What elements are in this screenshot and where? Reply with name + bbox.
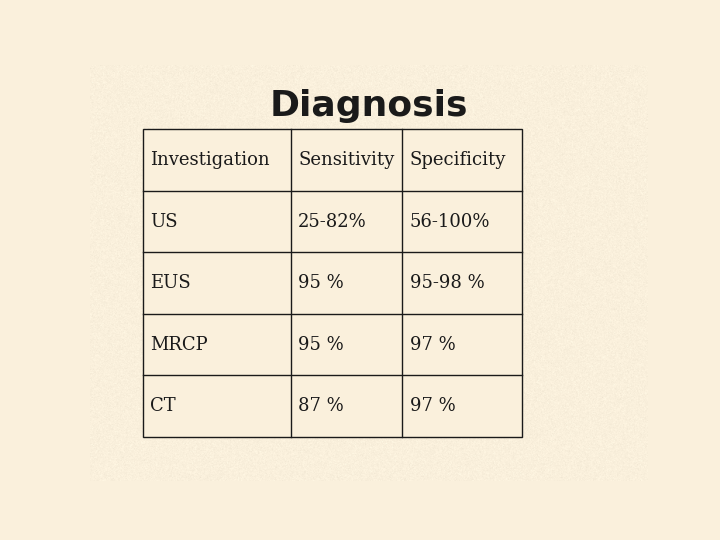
- Bar: [143, 129, 523, 437]
- Text: Diagnosis: Diagnosis: [270, 90, 468, 123]
- Text: 87 %: 87 %: [298, 397, 344, 415]
- Text: 95 %: 95 %: [298, 336, 344, 354]
- Text: 95 %: 95 %: [298, 274, 344, 292]
- Text: Investigation: Investigation: [150, 151, 270, 169]
- Text: Sensitivity: Sensitivity: [298, 151, 395, 169]
- Text: CT: CT: [150, 397, 176, 415]
- Text: US: US: [150, 213, 178, 231]
- Text: 97 %: 97 %: [410, 336, 456, 354]
- Text: EUS: EUS: [150, 274, 191, 292]
- Text: 25-82%: 25-82%: [298, 213, 367, 231]
- Text: 56-100%: 56-100%: [410, 213, 490, 231]
- Text: 95-98 %: 95-98 %: [410, 274, 485, 292]
- Text: 97 %: 97 %: [410, 397, 456, 415]
- Text: MRCP: MRCP: [150, 336, 208, 354]
- Text: Specificity: Specificity: [410, 151, 506, 169]
